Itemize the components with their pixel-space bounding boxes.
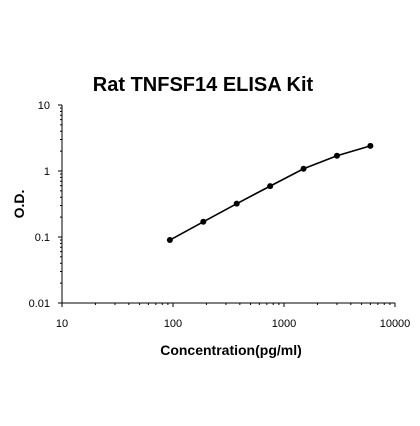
y-tick-label: 0.01 <box>29 298 50 310</box>
y-axis-title: O.D. <box>11 190 27 219</box>
chart-title: Rat TNFSF14 ELISA Kit <box>93 74 314 96</box>
y-tick-label: 0.1 <box>35 232 50 244</box>
data-point <box>233 200 240 207</box>
x-tick-label: 10 <box>56 318 68 330</box>
x-tick-label: 10000 <box>380 318 411 330</box>
y-tick-label: 1 <box>44 166 50 178</box>
series-line <box>169 145 371 241</box>
plot-area: 10 100 1000 10000 0.01 0.1 1 10 <box>29 100 411 330</box>
data-point <box>200 218 207 225</box>
x-tick-label: 1000 <box>272 318 296 330</box>
x-tick-label: 100 <box>164 318 182 330</box>
x-axis-title: Concentration(pg/ml) <box>160 342 302 358</box>
data-point <box>333 152 340 159</box>
y-tick-label: 10 <box>38 100 50 112</box>
data-point <box>166 237 173 244</box>
data-point <box>367 142 374 149</box>
data-point <box>267 183 274 190</box>
data-point <box>300 165 307 172</box>
